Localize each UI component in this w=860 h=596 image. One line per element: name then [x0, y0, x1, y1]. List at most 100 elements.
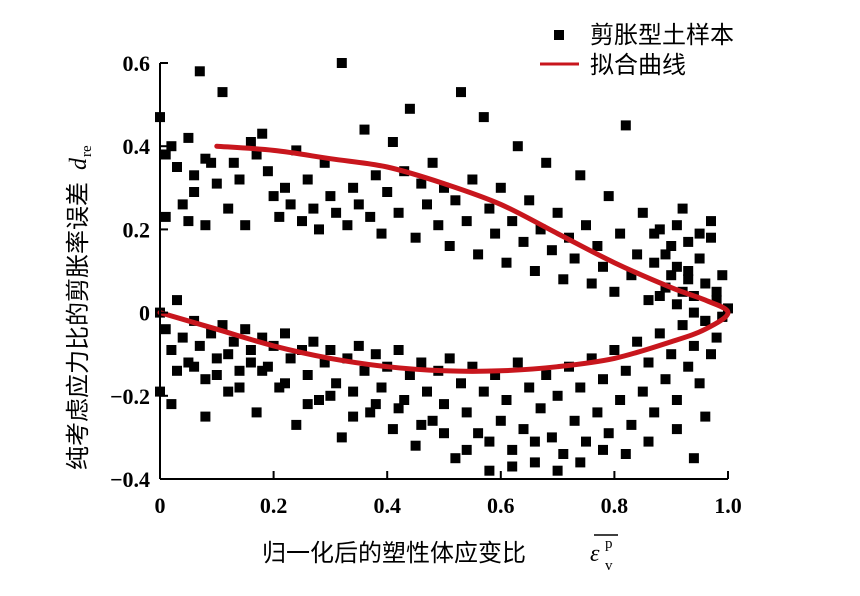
data-point-139	[262, 361, 273, 372]
data-point-210	[666, 349, 677, 360]
data-point-9	[183, 216, 194, 227]
data-point-129	[206, 328, 217, 339]
data-point-41	[365, 211, 376, 222]
data-point-222	[671, 424, 682, 435]
data-point-46	[393, 207, 404, 218]
data-point-123	[172, 295, 182, 306]
data-point-143	[285, 353, 296, 364]
data-point-195	[581, 436, 591, 447]
x-axis-symbol: ε	[590, 541, 600, 567]
data-point-107	[683, 236, 694, 247]
data-point-171	[444, 353, 455, 364]
data-point-136	[245, 345, 256, 355]
data-point-89	[637, 207, 648, 218]
x-tick-label-4: 0.8	[601, 493, 629, 518]
data-point-60	[473, 249, 484, 260]
data-point-54	[439, 182, 449, 193]
data-point-62	[484, 203, 495, 214]
data-point-53	[433, 220, 444, 231]
data-point-164	[404, 370, 415, 380]
data-point-13	[200, 220, 211, 231]
data-point-117	[671, 261, 682, 272]
data-point-109	[660, 249, 671, 260]
y-tick-label-1: −0.2	[110, 384, 150, 409]
data-point-206	[643, 357, 654, 368]
data-point-31	[308, 203, 319, 214]
data-point-172	[450, 453, 461, 464]
data-point-205	[637, 386, 648, 397]
data-point-63	[490, 228, 501, 239]
legend-label-fit: 拟合曲线	[590, 51, 686, 79]
data-point-85	[615, 228, 626, 239]
legend-label-samples: 剪胀型土样本	[590, 21, 734, 49]
data-point-224	[620, 449, 631, 459]
data-point-105	[706, 216, 716, 227]
data-point-12	[211, 178, 222, 189]
data-point-188	[541, 370, 552, 380]
data-point-153	[342, 353, 353, 364]
data-point-142	[280, 328, 290, 339]
data-point-145	[297, 345, 307, 355]
data-point-158	[370, 349, 381, 360]
data-point-114	[711, 286, 722, 297]
data-point-82	[598, 261, 608, 272]
data-point-202	[620, 365, 631, 376]
data-point-27	[285, 199, 296, 210]
data-point-198	[598, 374, 608, 385]
data-point-16	[223, 203, 234, 214]
data-point-208	[654, 328, 665, 339]
data-point-189	[546, 432, 557, 443]
data-point-66	[507, 216, 518, 227]
data-point-127	[194, 340, 205, 351]
data-point-178	[484, 465, 495, 476]
data-point-38	[348, 182, 359, 193]
data-point-197	[592, 407, 603, 418]
data-point-170	[439, 399, 449, 410]
data-point-146	[302, 370, 313, 380]
data-point-180	[495, 415, 506, 426]
data-point-43	[376, 228, 387, 239]
data-point-3	[166, 141, 177, 152]
data-point-59	[467, 174, 478, 185]
data-point-217	[706, 349, 716, 360]
data-point-124	[177, 332, 188, 343]
data-point-237	[325, 390, 336, 401]
data-point-204	[632, 336, 643, 347]
data-point-234	[393, 403, 404, 414]
data-point-133	[228, 336, 239, 347]
data-point-243	[189, 361, 200, 372]
data-point-122	[166, 345, 177, 355]
data-point-23	[262, 166, 273, 177]
y-tick-label-0: −0.4	[110, 467, 150, 492]
data-point-241	[234, 382, 245, 393]
data-point-29	[297, 216, 307, 227]
data-point-165	[410, 440, 421, 451]
x-axis-label: 归一化后的塑性体应变比	[262, 539, 526, 567]
data-point-78	[575, 170, 586, 181]
data-point-2	[160, 211, 171, 222]
y-tick-label-5: 0.6	[123, 51, 151, 76]
data-point-94	[666, 241, 677, 251]
data-point-37	[342, 220, 353, 231]
data-point-229	[507, 461, 518, 472]
data-point-236	[348, 411, 359, 422]
data-point-130	[211, 353, 222, 364]
data-point-213	[683, 361, 694, 372]
data-point-75	[558, 274, 569, 285]
data-point-152	[336, 432, 347, 443]
data-point-215	[694, 378, 705, 389]
data-point-187	[535, 403, 546, 414]
data-point-40	[359, 124, 370, 135]
data-point-72	[541, 157, 552, 168]
data-point-141	[274, 382, 285, 393]
data-point-182	[507, 444, 518, 455]
data-point-248	[223, 349, 234, 360]
data-point-55	[444, 241, 455, 251]
data-point-186	[529, 457, 540, 468]
data-point-221	[700, 411, 711, 422]
data-point-6	[189, 170, 200, 181]
data-point-125	[183, 357, 194, 368]
data-point-121	[160, 324, 171, 335]
data-point-231	[461, 444, 472, 455]
data-point-232	[439, 428, 449, 439]
